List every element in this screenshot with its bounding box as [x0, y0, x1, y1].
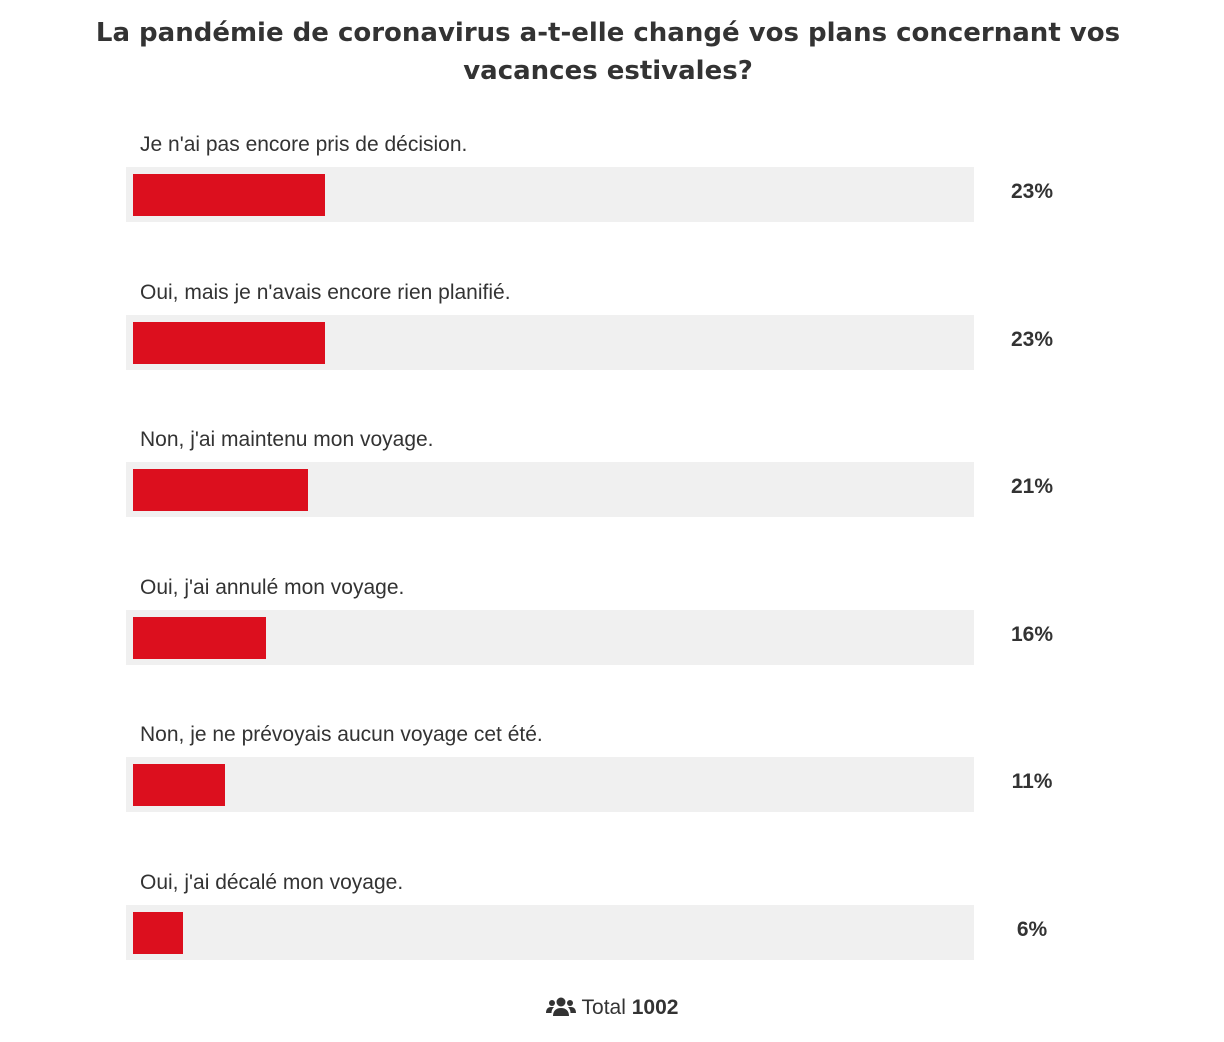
total-label: Total — [581, 996, 626, 1019]
total-value: 1002 — [631, 996, 679, 1019]
bar — [133, 616, 267, 659]
bar-track — [126, 314, 974, 370]
value-label: 6% — [1016, 918, 1048, 941]
bar-row: Non, je ne prévoyais aucun voyage cet ét… — [0, 720, 1224, 860]
bar-label: Je n'ai pas encore pris de décision. — [140, 133, 468, 156]
bar-track — [126, 167, 974, 222]
bar-row: Je n'ai pas encore pris de décision. 23% — [0, 130, 1224, 270]
value-label: 11% — [1011, 770, 1053, 794]
bar-row: Oui, mais je n'avais encore rien planifi… — [0, 278, 1224, 418]
total-footer: Total 1002 — [0, 996, 1224, 1020]
bar-row: Oui, j'ai annulé mon voyage. 16% — [0, 573, 1224, 713]
bar-label: Non, je ne prévoyais aucun voyage cet ét… — [140, 723, 543, 747]
bar-label: Oui, j'ai annulé mon voyage. — [140, 575, 405, 599]
bar-label: Non, j'ai maintenu mon voyage. — [140, 428, 434, 452]
bar — [133, 469, 308, 512]
users-icon — [545, 997, 576, 1016]
bar-row: Oui, j'ai décalé mon voyage. 6% — [0, 868, 1224, 1008]
value-label: 16% — [1010, 622, 1054, 646]
bar-track — [126, 757, 974, 813]
bar-track — [126, 609, 974, 665]
bar-row: Non, j'ai maintenu mon voyage. 21% — [0, 425, 1224, 565]
bar-track — [126, 462, 974, 518]
value-label: 23% — [1010, 327, 1054, 351]
bar — [133, 174, 325, 216]
value-label: 21% — [1010, 475, 1054, 499]
bar — [133, 321, 325, 364]
bar-label: Oui, mais je n'avais encore rien planifi… — [140, 280, 511, 304]
value-label: 23% — [1010, 180, 1054, 203]
bar — [133, 764, 225, 807]
bar-track — [126, 905, 974, 960]
bar — [133, 912, 183, 954]
bar-label: Oui, j'ai décalé mon voyage. — [140, 871, 404, 894]
chart-title: La pandémie de coronavirus a-t-elle chan… — [95, 18, 1121, 86]
